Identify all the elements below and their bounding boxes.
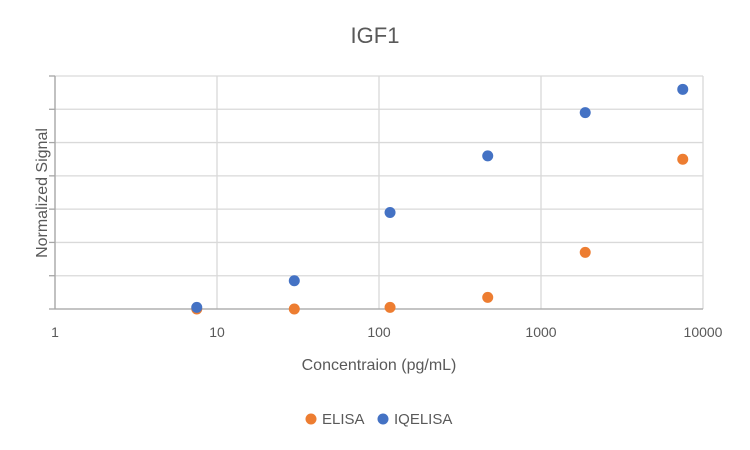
x-tick-label: 100 [367, 324, 391, 340]
elisa-point [677, 153, 689, 165]
x-axis-label: Concentraion (pg/mL) [302, 357, 457, 374]
elisa-point [579, 246, 591, 258]
x-tick-label: 10 [209, 324, 225, 340]
grid [54, 75, 704, 310]
legend-marker-iqelisa [377, 413, 389, 425]
y-axis-label: Normalized Signal [34, 128, 51, 258]
x-tick-label: 1000 [525, 324, 556, 340]
x-tick-label: 10000 [684, 324, 723, 340]
iqelisa-point [482, 150, 494, 162]
iqelisa-point [191, 301, 203, 313]
legend: ELISA IQELISA [305, 411, 452, 428]
legend-label-elisa: ELISA [322, 411, 365, 428]
legend-marker-elisa [305, 413, 317, 425]
legend-label-iqelisa: IQELISA [394, 411, 452, 428]
elisa-point [288, 303, 300, 315]
iqelisa-point [384, 206, 396, 218]
x-tick-labels: 1 10 100 1000 10000 [51, 324, 723, 340]
x-tick-label: 1 [51, 324, 59, 340]
elisa-point [384, 301, 396, 313]
iqelisa-point [579, 107, 591, 119]
axes [49, 75, 703, 310]
iqelisa-point [677, 83, 689, 95]
data-points [191, 83, 689, 315]
iqelisa-point [288, 275, 300, 287]
chart-title: IGF1 [351, 23, 400, 48]
elisa-point [482, 291, 494, 303]
